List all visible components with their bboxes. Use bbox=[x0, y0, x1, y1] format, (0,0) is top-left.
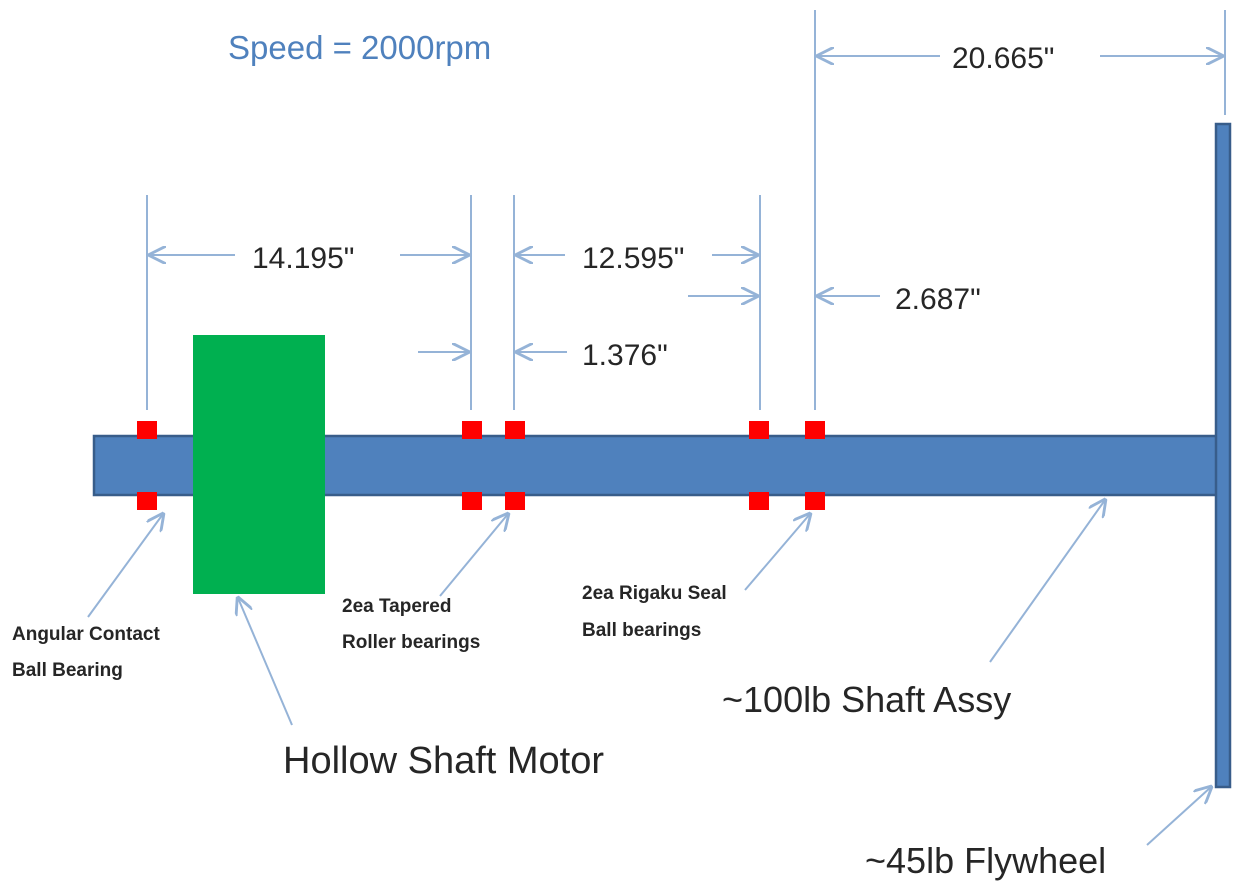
callout-arrow-motor bbox=[238, 598, 293, 726]
bearings bbox=[137, 421, 825, 510]
label-tapered-roller: 2ea Tapered Roller bearings bbox=[342, 596, 480, 653]
bearing-tapered-1-bottom bbox=[462, 492, 482, 510]
bearing-seal-2-bottom bbox=[805, 492, 825, 510]
dimension-20665: 20.665" bbox=[952, 42, 1054, 75]
label-angular-contact: Angular Contact Ball Bearing bbox=[12, 624, 165, 681]
bearing-angular-bottom bbox=[137, 492, 157, 510]
dimension-arrows bbox=[150, 56, 1222, 352]
label-shaft-assy: ~100lb Shaft Assy bbox=[722, 679, 1011, 720]
callout-arrows bbox=[87, 500, 1211, 846]
callout-arrow-seal bbox=[744, 514, 810, 591]
hollow-shaft-motor bbox=[193, 335, 325, 594]
extension-lines bbox=[146, 10, 1226, 410]
dimension-1376: 1.376" bbox=[582, 339, 668, 372]
callout-arrow-flywheel bbox=[1146, 787, 1211, 846]
dimension-2687: 2.687" bbox=[895, 283, 981, 316]
callout-arrow-angular bbox=[87, 514, 163, 618]
bearing-seal-2-top bbox=[805, 421, 825, 439]
label-hollow-shaft-motor: Hollow Shaft Motor bbox=[283, 740, 604, 782]
bearing-angular-top bbox=[137, 421, 157, 439]
flywheel bbox=[1214, 122, 1232, 789]
callout-arrow-shaft bbox=[989, 500, 1105, 663]
label-flywheel: ~45lb Flywheel bbox=[865, 840, 1106, 881]
bearing-tapered-1-top bbox=[462, 421, 482, 439]
callout-arrow-tapered bbox=[439, 514, 508, 597]
dimension-14195: 14.195" bbox=[252, 242, 354, 275]
bearing-seal-1-bottom bbox=[749, 492, 769, 510]
bearing-tapered-2-bottom bbox=[505, 492, 525, 510]
speed-label: Speed = 2000rpm bbox=[228, 29, 491, 66]
bearing-tapered-2-top bbox=[505, 421, 525, 439]
dimension-12595: 12.595" bbox=[582, 242, 684, 275]
bearing-seal-1-top bbox=[749, 421, 769, 439]
label-rigaku-seal: 2ea Rigaku Seal Ball bearings bbox=[582, 583, 732, 641]
